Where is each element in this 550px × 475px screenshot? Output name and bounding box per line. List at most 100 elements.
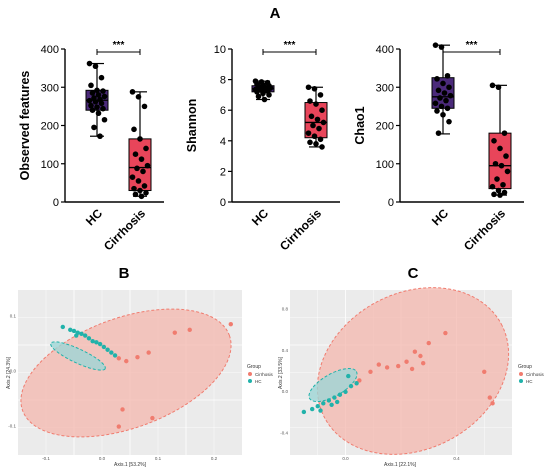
y-tick-label: 6	[220, 105, 226, 117]
data-point	[143, 190, 149, 196]
y-axis-title: Observed features	[18, 71, 32, 181]
point-cirrhosis	[116, 424, 122, 429]
point-hc	[301, 409, 307, 415]
x-tick-label: HC	[249, 206, 271, 228]
point-hc	[321, 401, 326, 406]
data-point	[88, 82, 94, 89]
data-point	[86, 97, 93, 104]
point-hc	[79, 331, 84, 337]
boxplot-chao1: 0 100 200 300 400 Chao1 HC Cirrhosis ***	[353, 40, 524, 253]
significance-label: ***	[113, 40, 125, 51]
y-tick-label: 4	[220, 136, 226, 148]
point-cirrhosis	[357, 378, 362, 383]
point-cirrhosis	[482, 369, 487, 374]
point-cirrhosis	[187, 327, 192, 333]
data-point	[491, 191, 497, 198]
y-tick-label: 300	[376, 82, 394, 94]
data-point	[101, 93, 108, 100]
data-point	[308, 113, 315, 120]
y-tick-label: 8	[220, 75, 226, 87]
data-point	[141, 183, 148, 189]
boxplot-shannon: 0 2 4 6 8 10 Shannon HC Cirrhosis ***	[185, 40, 340, 253]
data-point	[135, 178, 142, 184]
data-point	[92, 63, 99, 70]
x-tick-label: HC	[429, 206, 451, 228]
data-point	[494, 176, 500, 182]
point-hc	[310, 406, 315, 412]
pcoa-b-legend-title: Group	[247, 364, 261, 370]
data-point	[320, 119, 327, 126]
pcoa-c-legend-label-cirrhosis: Cirrhosis	[526, 372, 545, 377]
data-point	[437, 95, 443, 101]
data-point	[129, 89, 136, 95]
point-cirrhosis	[426, 340, 431, 346]
x-tick-label: Cirrhosis	[277, 206, 324, 253]
data-point	[311, 85, 318, 92]
data-point	[500, 181, 506, 188]
x-tick-label: 0.4	[453, 456, 460, 461]
data-point	[434, 76, 440, 82]
point-cirrhosis	[412, 349, 418, 354]
data-point	[491, 138, 497, 144]
point-cirrhosis	[135, 354, 140, 360]
data-point	[141, 103, 148, 110]
data-point	[91, 124, 97, 131]
data-point	[497, 145, 503, 152]
data-point	[131, 126, 137, 133]
data-point	[435, 87, 442, 94]
y-tick-label: 0.4	[282, 348, 289, 353]
data-point	[88, 102, 94, 109]
data-point	[432, 100, 439, 107]
data-point	[137, 187, 143, 194]
x-tick-label: HC	[83, 206, 105, 228]
data-point	[144, 162, 151, 169]
data-point	[438, 44, 445, 50]
data-point	[492, 160, 499, 167]
point-hc	[68, 327, 73, 333]
pcoa-b-legend-label-cirrhosis: Cirrhosis	[255, 372, 274, 377]
y-axis-title: Chao1	[353, 106, 367, 144]
point-hc	[354, 381, 359, 386]
data-point	[495, 187, 502, 194]
data-point	[435, 130, 442, 136]
data-point	[138, 193, 145, 200]
point-cirrhosis	[396, 363, 401, 369]
data-point	[313, 101, 319, 107]
data-point	[255, 93, 262, 100]
data-point	[441, 90, 448, 96]
point-hc	[109, 350, 114, 355]
point-hc	[97, 341, 103, 347]
point-cirrhosis	[409, 366, 415, 372]
point-hc	[326, 398, 332, 403]
point-cirrhosis	[124, 358, 129, 364]
point-cirrhosis	[490, 401, 495, 406]
data-point	[89, 107, 96, 113]
data-point	[310, 122, 316, 129]
pcoa-b-xlabel: Axis.1 [53.2%]	[114, 462, 147, 468]
data-point	[314, 116, 321, 123]
pcoa-c-legend-title: Group	[518, 364, 532, 370]
data-point	[447, 92, 454, 99]
point-cirrhosis	[116, 356, 122, 361]
data-point	[89, 90, 96, 96]
point-cirrhosis	[146, 350, 151, 355]
y-tick-label: 0.0	[10, 369, 17, 374]
data-point	[489, 183, 496, 190]
point-cirrhosis	[487, 395, 492, 400]
y-tick-label: 0.0	[282, 389, 289, 394]
pcoa-c-legend-dot-hc	[519, 379, 523, 383]
data-point	[307, 139, 313, 146]
data-point	[317, 136, 324, 143]
point-hc	[348, 383, 354, 389]
data-point	[440, 80, 446, 87]
data-point	[94, 104, 100, 110]
data-point	[129, 174, 136, 180]
ellipse-cirrhosis-c	[316, 287, 510, 455]
data-point	[131, 185, 137, 192]
boxplot-observed-features: 0 100 200 300 400 Observed features HCCirrhosi…	[18, 40, 164, 253]
data-point	[140, 168, 146, 175]
ellipse-hc-b	[50, 341, 106, 371]
y-tick-label: 200	[41, 121, 59, 133]
y-tick-label: 200	[376, 121, 394, 133]
data-point	[101, 116, 108, 123]
